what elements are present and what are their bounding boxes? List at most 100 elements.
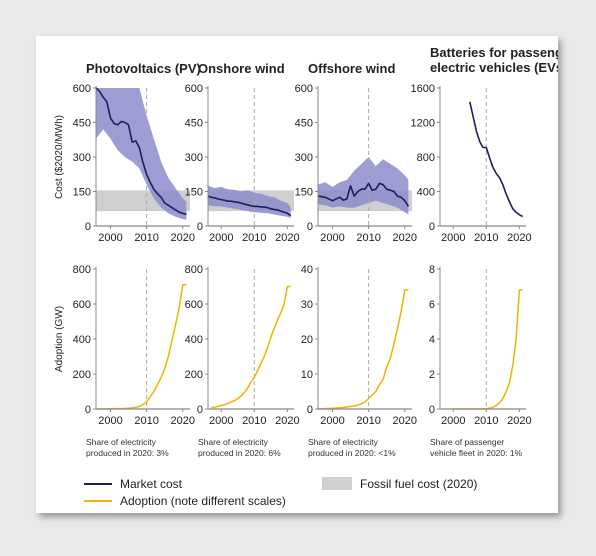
y-tick-label: 6 bbox=[429, 299, 435, 311]
x-tick-label: 2010 bbox=[134, 232, 158, 244]
panel-title: Onshore wind bbox=[198, 61, 285, 76]
x-tick-label: 2000 bbox=[441, 415, 465, 427]
panel-onshore-adoption: 0 200 400 600 800 2000 2010 2020 Share of electr… bbox=[185, 264, 300, 458]
panel-title: electric vehicles (EVs) bbox=[430, 60, 558, 75]
y-tick-label: 20 bbox=[301, 334, 313, 346]
legend-adoption-label: Adoption (note different scales) bbox=[120, 494, 286, 508]
legend: Market cost Adoption (note different sca… bbox=[84, 477, 477, 508]
x-tick-label: 2010 bbox=[474, 415, 498, 427]
panel-title: Photovoltaics (PV) bbox=[86, 61, 201, 76]
cost-range-band bbox=[318, 157, 409, 215]
legend-market-label: Market cost bbox=[120, 477, 183, 491]
y-tick-label: 450 bbox=[185, 118, 203, 130]
y-tick-label: 0 bbox=[85, 404, 91, 416]
y-tick-label: 600 bbox=[73, 299, 91, 311]
y-tick-label: 300 bbox=[185, 152, 203, 164]
x-tick-label: 2020 bbox=[507, 415, 531, 427]
y-tick-label: 150 bbox=[295, 187, 313, 199]
market-cost-line bbox=[207, 195, 292, 217]
x-tick-label: 2000 bbox=[98, 415, 122, 427]
adoption-line bbox=[317, 289, 409, 410]
x-tick-label: 2010 bbox=[134, 415, 158, 427]
figure-card: Photovoltaics (PV) 0 150 300 450 600 2000 2010 2… bbox=[36, 36, 558, 513]
market-cost-line bbox=[469, 101, 524, 218]
x-tick-label: 2000 bbox=[209, 232, 233, 244]
x-tick-label: 2020 bbox=[393, 232, 417, 244]
y-tick-label: 400 bbox=[73, 334, 91, 346]
y-tick-label: 150 bbox=[185, 187, 203, 199]
y-tick-label: 600 bbox=[295, 83, 313, 95]
share-note: produced in 2020: 3% bbox=[86, 448, 169, 458]
y-tick-label: 600 bbox=[185, 299, 203, 311]
x-tick-label: 2000 bbox=[209, 415, 233, 427]
x-tick-label: 2010 bbox=[356, 232, 380, 244]
y-tick-label: 0 bbox=[307, 404, 313, 416]
share-note: vehicle fleet in 2020: 1% bbox=[430, 448, 523, 458]
x-tick-label: 2020 bbox=[393, 415, 417, 427]
x-tick-label: 2010 bbox=[242, 232, 266, 244]
y-tick-label: 40 bbox=[301, 264, 313, 276]
share-note: Share of passenger bbox=[430, 437, 504, 447]
x-tick-label: 2020 bbox=[275, 232, 299, 244]
y-tick-label: 800 bbox=[185, 264, 203, 276]
market-cost-line bbox=[95, 87, 187, 216]
adoption-line bbox=[96, 284, 187, 410]
y-tick-label: 30 bbox=[301, 299, 313, 311]
y-tick-label: 0 bbox=[307, 221, 313, 233]
y-tick-label: 400 bbox=[185, 334, 203, 346]
y-tick-label: 200 bbox=[73, 369, 91, 381]
y-tick-label: 0 bbox=[85, 221, 91, 233]
market-cost-line bbox=[317, 182, 410, 207]
share-note: Share of electricity bbox=[308, 437, 379, 447]
adoption-line bbox=[453, 289, 523, 410]
panel-title: Offshore wind bbox=[308, 61, 395, 76]
y-tick-label: 0 bbox=[429, 404, 435, 416]
x-tick-label: 2010 bbox=[474, 232, 498, 244]
y-tick-label: 800 bbox=[417, 152, 435, 164]
y-tick-label: 0 bbox=[197, 404, 203, 416]
y-axis-label: Cost ($2020/MWh) bbox=[54, 115, 65, 199]
y-tick-label: 2 bbox=[429, 369, 435, 381]
y-tick-label: 300 bbox=[73, 152, 91, 164]
panel-onshore-cost: Onshore wind 0 150 300 450 600 2000 2010 2020 bbox=[185, 61, 300, 244]
panel-title: Batteries for passenger bbox=[430, 45, 558, 60]
legend-fossil-swatch bbox=[322, 477, 352, 490]
x-tick-label: 2000 bbox=[320, 415, 344, 427]
share-note: produced in 2020: 6% bbox=[198, 448, 281, 458]
y-tick-label: 200 bbox=[185, 369, 203, 381]
y-tick-label: 10 bbox=[301, 369, 313, 381]
y-tick-label: 8 bbox=[429, 264, 435, 276]
share-note: produced in 2020: <1% bbox=[308, 448, 396, 458]
y-axis-label: Adoption (GW) bbox=[54, 306, 65, 372]
share-note: Share of electricity bbox=[86, 437, 157, 447]
cost-range-band bbox=[208, 185, 291, 218]
y-tick-label: 0 bbox=[197, 221, 203, 233]
panel-offshore-cost: Offshore wind 0 150 300 450 600 2000 2010 2020 bbox=[295, 61, 417, 244]
x-tick-label: 2020 bbox=[507, 232, 531, 244]
legend-fossil-label: Fossil fuel cost (2020) bbox=[360, 477, 477, 491]
y-tick-label: 400 bbox=[417, 187, 435, 199]
share-note: Share of electricity bbox=[198, 437, 269, 447]
x-tick-label: 2020 bbox=[171, 415, 195, 427]
y-tick-label: 1600 bbox=[411, 83, 435, 95]
x-tick-label: 2000 bbox=[320, 232, 344, 244]
y-tick-label: 150 bbox=[73, 187, 91, 199]
panel-offshore-adoption: 0 10 20 30 40 2000 2010 2020 Share of electricit… bbox=[301, 264, 417, 458]
x-tick-label: 2020 bbox=[275, 415, 299, 427]
x-tick-label: 2020 bbox=[171, 232, 195, 244]
x-tick-label: 2000 bbox=[441, 232, 465, 244]
y-tick-label: 800 bbox=[73, 264, 91, 276]
x-tick-label: 2000 bbox=[98, 232, 122, 244]
y-tick-label: 0 bbox=[429, 221, 435, 233]
panel-pv-cost: Photovoltaics (PV) 0 150 300 450 600 2000 2010 2… bbox=[54, 61, 201, 244]
x-tick-label: 2010 bbox=[356, 415, 380, 427]
y-tick-label: 600 bbox=[185, 83, 203, 95]
y-tick-label: 450 bbox=[73, 118, 91, 130]
adoption-line bbox=[211, 285, 291, 409]
y-tick-label: 1200 bbox=[411, 118, 435, 130]
y-tick-label: 300 bbox=[295, 152, 313, 164]
y-tick-label: 600 bbox=[73, 83, 91, 95]
